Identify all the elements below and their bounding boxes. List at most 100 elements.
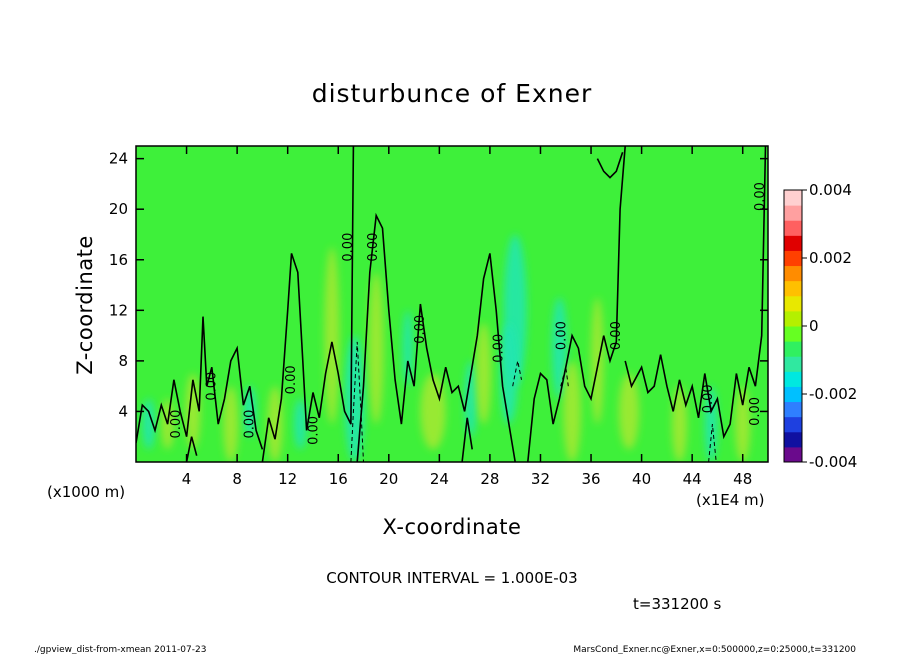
colorbar-segment	[784, 401, 802, 418]
contour-interval-text: CONTOUR INTERVAL = 1.000E-03	[326, 569, 577, 587]
contour-label: 0.00	[609, 321, 624, 350]
colorbar-segment	[784, 235, 802, 251]
shading-blob	[142, 398, 155, 450]
shading-blob	[420, 373, 446, 450]
contour-label: 0.00	[554, 321, 569, 350]
contour-line	[596, 152, 624, 179]
plot-frame	[135, 145, 769, 463]
x-unit-right: (x1E4 m)	[696, 491, 765, 509]
shading-blob	[324, 247, 340, 425]
x-tick-label: 28	[480, 470, 499, 488]
x-tick-label: 20	[379, 470, 398, 488]
shading-blob	[551, 297, 568, 399]
colorbar-segment	[784, 431, 802, 448]
shading-blob	[476, 322, 492, 425]
colorbar-segment	[784, 341, 802, 357]
colorbar-segment	[784, 280, 802, 297]
colorbar-segment	[784, 386, 802, 403]
contour-lines	[136, 146, 767, 462]
y-tick-label: 24	[109, 150, 128, 168]
contour-line	[527, 146, 626, 462]
colorbar-tick-label: 0.002	[809, 249, 852, 267]
time-label: t=331200 s	[633, 595, 721, 613]
colorbar-segment	[784, 310, 802, 327]
contour-label: 0.00	[366, 233, 381, 262]
contour-label: 0.00	[284, 365, 299, 394]
contour-line	[461, 417, 473, 462]
chart-title: disturbunce of Exner	[312, 79, 593, 108]
y-tick-label: 20	[109, 200, 128, 218]
x-tick-label: 16	[329, 470, 348, 488]
x-axis: 4 8 12 16 20 24 28 32 36 40 44 48	[182, 146, 752, 488]
colorbar-segment	[784, 220, 802, 236]
contour-label: 0.00	[753, 182, 768, 211]
contour-label: 0.00	[491, 334, 506, 363]
colorbar-tick-label: -0.004	[809, 453, 857, 471]
colorbar-segment	[784, 295, 802, 312]
contour-label: 0.00	[413, 315, 428, 344]
x-tick-label: 32	[531, 470, 550, 488]
contour-label: 0.00	[242, 410, 257, 439]
contour-label: 0.00	[341, 233, 356, 262]
contour-line-negative	[512, 360, 522, 387]
shading-blob	[735, 386, 751, 462]
shading-blob	[671, 386, 688, 462]
x-tick-label: 36	[581, 470, 600, 488]
contour-line	[136, 316, 264, 450]
shading-blob	[368, 272, 384, 425]
shading-layer	[142, 234, 751, 462]
contour-label: 0.00	[307, 416, 322, 445]
shading-blob	[618, 373, 640, 450]
contour-label: 0.00	[169, 410, 184, 439]
contour-label: 0.00	[204, 372, 219, 401]
colorbar-segment	[784, 416, 802, 433]
y-axis-label: Z-coordinate	[73, 235, 97, 375]
contour-line	[185, 436, 198, 462]
colorbar-tick-label: 0	[809, 317, 819, 335]
shading-blob	[223, 386, 239, 462]
colorbar-segment	[784, 265, 802, 282]
x-tick-label: 12	[278, 470, 297, 488]
contour-label: 0.00	[701, 384, 716, 413]
y-axis: 4 8 12 16 20 24	[109, 150, 768, 420]
contour-line	[356, 212, 516, 462]
colorbar-segment	[784, 371, 802, 387]
contour-labels: 0.00 0.00 0.00 0.00 0.00 0.00 0.00 0.00 0.00 0.00…	[169, 182, 768, 445]
y-tick-label: 4	[118, 402, 128, 420]
shading-blob	[185, 373, 201, 450]
footer-right: MarsCond_Exner.nc@Exner,x=0:500000,z=0:2…	[573, 645, 856, 654]
x-tick-label: 24	[430, 470, 449, 488]
y-tick-label: 8	[118, 352, 128, 370]
shading-blob	[267, 386, 283, 462]
colorbar-segment	[784, 250, 802, 267]
contour-line-negative	[350, 341, 364, 462]
y-tick-label: 12	[109, 301, 128, 319]
shading-blob	[294, 398, 307, 450]
colorbar-segment	[784, 190, 802, 206]
contour-line	[261, 146, 355, 462]
shading-blob	[563, 360, 581, 462]
shading-blob	[591, 297, 604, 425]
colorbar-segment	[784, 326, 802, 342]
x-tick-label: 40	[632, 470, 651, 488]
contour-label: 0.00	[748, 397, 763, 426]
colorbar-ticks: 0.004 0.002 0 -0.002 -0.004	[802, 181, 857, 471]
shading-blob	[402, 310, 413, 387]
contour-line-negative	[708, 424, 717, 462]
colorbar-tick-label: 0.004	[809, 181, 852, 199]
x-unit-left: (x1000 m)	[47, 483, 125, 501]
colorbar	[784, 190, 802, 463]
x-tick-label: 44	[683, 470, 702, 488]
colorbar-segment	[784, 205, 802, 221]
colorbar-segment	[784, 446, 802, 463]
shading-blob	[243, 386, 257, 437]
colorbar-tick-label: -0.002	[809, 385, 857, 403]
y-tick-label: 16	[109, 251, 128, 269]
x-tick-label: 48	[733, 470, 752, 488]
x-tick-label: 8	[232, 470, 242, 488]
contour-line	[624, 146, 767, 440]
plot-background	[136, 146, 768, 462]
x-axis-label: X-coordinate	[383, 515, 522, 539]
x-tick-label: 4	[182, 470, 192, 488]
